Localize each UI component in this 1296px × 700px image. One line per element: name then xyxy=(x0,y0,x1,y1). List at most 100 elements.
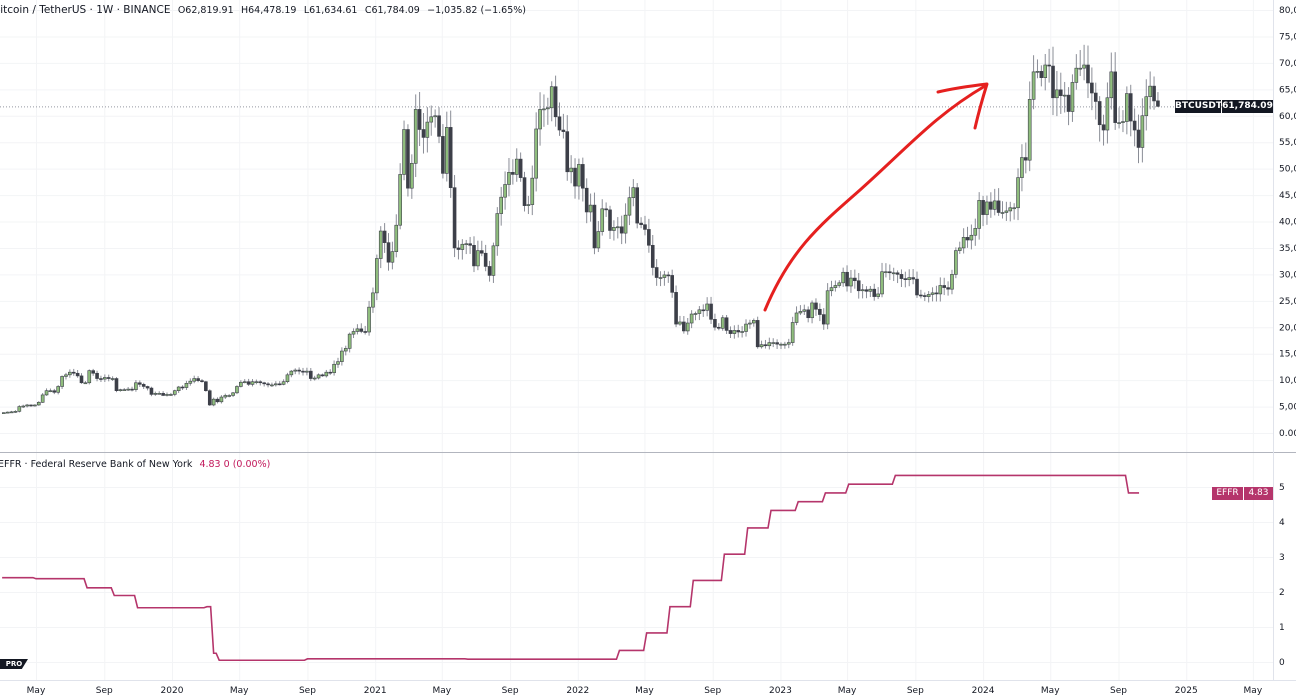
price-axis[interactable]: 80,000.00 75,000.00 70,000.00 65,000.00 60,0… xyxy=(1279,6,1296,439)
candle xyxy=(775,339,779,349)
candle xyxy=(709,296,713,324)
time-axis[interactable]: May Sep 2020 May Sep 2021 May Sep 2022 May Sep 2023… xyxy=(27,686,1296,696)
candle-body-up xyxy=(172,390,177,395)
candle xyxy=(977,192,981,240)
candle xyxy=(654,259,659,286)
candle-body-up xyxy=(211,398,216,406)
candle-body-up xyxy=(930,292,935,295)
candle-body-down xyxy=(1093,92,1098,102)
time-tick-label: 2024 xyxy=(972,686,995,696)
candle-body-up xyxy=(542,108,546,111)
candle xyxy=(717,323,721,331)
price-tick-label: 5,000.00 xyxy=(1279,403,1296,413)
candle xyxy=(736,324,741,338)
candle xyxy=(697,306,702,321)
candle-body-down xyxy=(899,274,904,279)
candle xyxy=(685,317,690,335)
candle xyxy=(1097,96,1102,142)
effr-title[interactable]: EFFR · Federal Reserve Bank of New York xyxy=(0,459,193,470)
candle xyxy=(957,241,962,254)
candle-body-up xyxy=(375,258,379,294)
candle xyxy=(612,220,616,241)
candle xyxy=(561,113,566,139)
candle-body-down xyxy=(1090,82,1094,94)
candle-body-down xyxy=(650,244,655,268)
candle-body-up xyxy=(305,370,309,373)
candle-body-up xyxy=(759,344,764,348)
candle-body-up xyxy=(1008,207,1013,212)
candle-body-up xyxy=(1000,212,1005,214)
candle xyxy=(915,271,919,298)
candle-body-up xyxy=(926,294,931,297)
candle xyxy=(1156,92,1160,108)
candle xyxy=(1136,114,1141,164)
candle-body-down xyxy=(448,127,453,188)
candle-body-down xyxy=(99,378,103,380)
candle-body-up xyxy=(810,302,814,319)
candle-body-up xyxy=(577,164,581,187)
candle-body-up xyxy=(433,115,437,118)
symbol-legend[interactable]: Bitcoin / TetherUS · 1W · BINANCE O62,81… xyxy=(0,4,530,16)
candle-body-up xyxy=(868,288,873,292)
arrow-annotation[interactable] xyxy=(763,82,989,312)
candle xyxy=(33,404,37,407)
candle xyxy=(553,75,558,127)
candle-body-up xyxy=(549,86,554,109)
effr-legend[interactable]: EFFR · Federal Reserve Bank of New York … xyxy=(0,459,270,470)
candle-body-down xyxy=(95,372,99,379)
candle xyxy=(476,240,480,271)
time-tick-label: Sep xyxy=(502,686,519,696)
grid xyxy=(0,0,1273,680)
candle-body-down xyxy=(200,380,204,383)
effr-axis[interactable]: 5 4 3 2 1 0 xyxy=(1279,483,1285,668)
candle xyxy=(1055,71,1059,117)
candle xyxy=(48,388,53,393)
candle-body-down xyxy=(472,244,476,267)
candle-body-up xyxy=(33,404,37,407)
candle xyxy=(328,369,333,376)
candle xyxy=(13,410,18,413)
candle-body-down xyxy=(71,371,76,374)
candle xyxy=(169,392,173,396)
candle xyxy=(1132,108,1137,147)
candle xyxy=(386,233,391,271)
candle xyxy=(755,316,760,349)
candle-body-up xyxy=(68,371,72,376)
time-tick-label: May xyxy=(230,686,249,696)
candle-body-up xyxy=(588,204,593,213)
candle xyxy=(989,192,993,218)
candle xyxy=(305,367,309,376)
candle xyxy=(421,112,426,154)
candle-body-down xyxy=(258,381,263,384)
candle-body-up xyxy=(398,174,402,226)
candle xyxy=(759,340,764,349)
time-tick-label: 2020 xyxy=(161,686,184,696)
candle-body-down xyxy=(592,204,597,249)
candle-body-up xyxy=(534,128,538,179)
symbol-title[interactable]: Bitcoin / TetherUS · 1W · BINANCE xyxy=(0,4,171,16)
candle xyxy=(728,326,733,339)
candle-body-down xyxy=(421,129,426,138)
candle-body-up xyxy=(1031,71,1036,100)
candle xyxy=(833,280,838,292)
effr-tick-label: 5 xyxy=(1279,483,1285,493)
candle-body-down xyxy=(204,381,208,391)
candle xyxy=(413,94,418,178)
candle-body-up xyxy=(705,303,709,311)
candle-body-down xyxy=(91,370,95,374)
candle xyxy=(487,260,492,282)
candle-body-up xyxy=(860,289,865,292)
candle xyxy=(1012,203,1016,220)
candle xyxy=(1070,74,1075,122)
candle-body-down xyxy=(981,200,985,215)
candle xyxy=(693,311,698,321)
candle xyxy=(433,109,437,128)
candle-body-down xyxy=(553,86,558,118)
candle-body-up xyxy=(227,395,231,397)
candle xyxy=(17,405,22,413)
candle xyxy=(1016,168,1020,221)
candle xyxy=(860,284,865,299)
candle xyxy=(821,308,826,330)
effr-line xyxy=(2,474,1140,662)
